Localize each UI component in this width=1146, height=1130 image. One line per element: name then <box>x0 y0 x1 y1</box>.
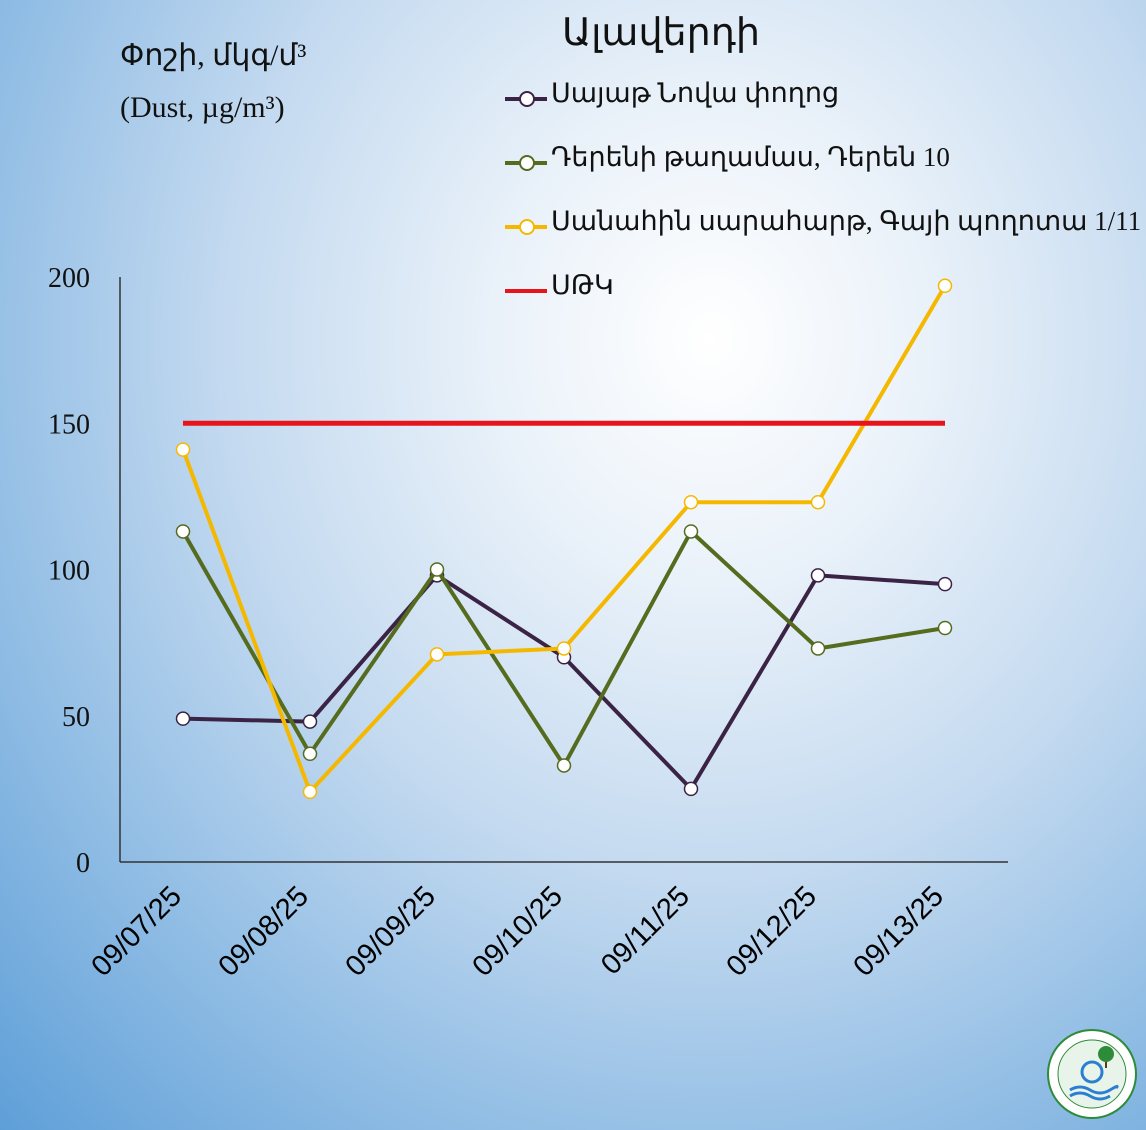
data-point <box>937 278 953 294</box>
x-tick-label: 09/10/25 <box>466 880 568 982</box>
data-point <box>302 784 318 800</box>
data-point <box>937 576 953 592</box>
data-point <box>937 620 953 636</box>
y-tick-label: 0 <box>76 848 90 879</box>
legend-label: ՍԹԿ <box>551 270 614 300</box>
legend-label: Սայաթ Նովա փողոց <box>551 78 840 108</box>
data-point <box>683 494 699 510</box>
y-tick-label: 50 <box>62 702 90 733</box>
data-point <box>556 641 572 656</box>
legend-marker <box>519 219 535 235</box>
legend-label: Դերենի թաղամաս, Դերեն 10 <box>551 142 950 172</box>
data-point <box>175 711 191 726</box>
data-point <box>683 781 699 797</box>
x-tick-label: 09/11/25 <box>595 880 696 981</box>
y-axis-label: Փոշի, մկգ/մ³ (Dust, µg/m³) <box>120 30 306 134</box>
y-tick-label: 200 <box>48 263 90 294</box>
y-tick-label: 150 <box>48 409 90 440</box>
legend-marker <box>519 155 535 171</box>
data-point <box>556 758 572 773</box>
data-point <box>302 714 318 729</box>
x-tick-label: 09/07/25 <box>85 880 187 982</box>
data-point <box>175 524 191 539</box>
data-point <box>429 647 445 662</box>
y-tick-label: 100 <box>48 556 90 587</box>
x-tick-labels: 09/07/25 09/08/25 09/09/25 09/10/25 09/11/25… <box>85 880 949 982</box>
data-point <box>810 568 826 583</box>
organization-logo <box>1047 1029 1137 1119</box>
x-tick-label: 09/08/25 <box>212 880 314 982</box>
data-point <box>810 641 826 656</box>
legend-marker <box>519 91 535 107</box>
series-2 <box>175 524 953 773</box>
series-1 <box>175 568 953 797</box>
series-line <box>181 284 947 794</box>
x-tick-label: 09/13/25 <box>847 880 949 982</box>
y-axis-label-line1: Փոշի, մկգ/մ³ <box>120 39 307 72</box>
x-tick-label: 09/09/25 <box>339 880 441 982</box>
y-axis-label-line2: (Dust, µg/m³) <box>120 91 285 124</box>
y-tick-labels: 0 50 100 150 200 <box>48 263 90 879</box>
axes <box>119 277 1008 863</box>
data-point <box>810 494 826 510</box>
legend-label: Սանահին սարահարթ, Գայի պողոտա 1/11 <box>551 206 1142 236</box>
series-lines <box>175 278 953 800</box>
chart-title: Ալավերդի <box>562 12 760 54</box>
x-tick-label: 09/12/25 <box>720 880 822 982</box>
legend-swatch <box>505 289 547 293</box>
data-point <box>175 442 191 457</box>
series-3 <box>175 278 953 800</box>
data-point <box>429 562 445 577</box>
data-point <box>683 524 699 539</box>
data-point <box>302 746 318 762</box>
